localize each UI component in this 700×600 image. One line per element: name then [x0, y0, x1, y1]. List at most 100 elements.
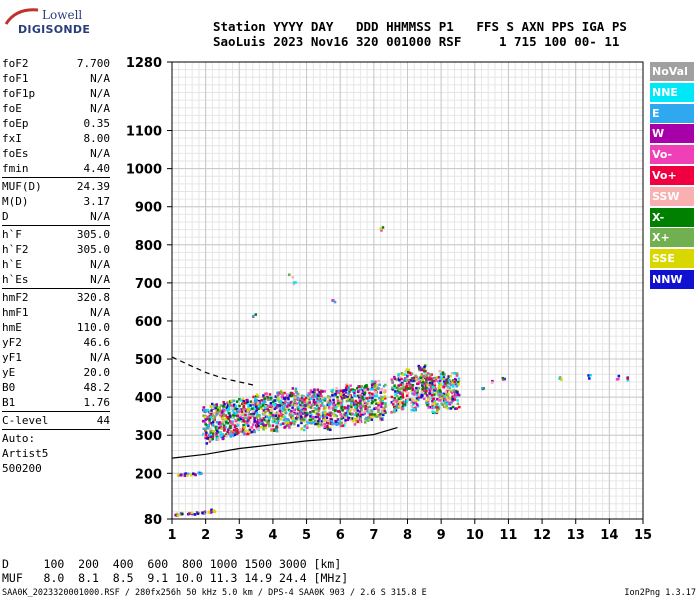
- echo-pixel: [349, 384, 352, 387]
- echo-pixel: [284, 406, 288, 410]
- echo-pixel: [291, 421, 295, 425]
- echo-pixel: [279, 399, 283, 403]
- echo-pixel: [296, 424, 300, 427]
- echo-pixel: [399, 400, 402, 404]
- echo-pixel: [248, 429, 252, 432]
- echo-pixel: [364, 407, 367, 411]
- echo-pixel: [440, 397, 444, 400]
- param-row: C-level 44: [2, 413, 110, 428]
- echo-pixel: [362, 402, 365, 406]
- param-value: 305.0: [76, 228, 110, 241]
- echo-pixel: [289, 401, 293, 404]
- echo-pixel: [427, 400, 430, 403]
- echo-pixel: [368, 413, 372, 416]
- echo-pixel: [286, 401, 290, 405]
- echo-pixel: [236, 424, 240, 427]
- echo-pixel: [339, 393, 343, 396]
- param-row: foF1 N/A: [2, 71, 110, 86]
- param-value: 3.17: [83, 195, 111, 208]
- echo-pixel: [442, 373, 445, 376]
- echo-pixel: [236, 407, 239, 411]
- param-value: N/A: [90, 72, 110, 85]
- echo-pixel: [328, 404, 331, 407]
- echo-pixel: [377, 401, 380, 405]
- echo-pixel: [265, 415, 269, 419]
- echo-pixel: [323, 411, 327, 415]
- echo-pixel: [445, 378, 448, 382]
- echo-pixel: [269, 401, 273, 405]
- echo-pixel: [398, 378, 401, 382]
- echo-pixel: [370, 408, 374, 412]
- echo-pixel: [423, 365, 426, 369]
- echo-pixel: [420, 395, 423, 399]
- echo-pixel: [322, 396, 326, 400]
- echo-pixel: [306, 405, 310, 408]
- echo-pixel: [356, 401, 360, 405]
- echo-pixel: [375, 402, 378, 405]
- param-label: B1: [2, 396, 16, 409]
- echo-pixel: [316, 406, 320, 409]
- echo-pixel: [371, 396, 374, 399]
- profile-line: [171, 356, 257, 387]
- echo-pixel: [424, 383, 427, 386]
- echo-pixel: [248, 421, 252, 424]
- echo-pixel: [221, 433, 224, 436]
- echo-pixel: [375, 394, 378, 398]
- echo-pixel: [254, 313, 258, 316]
- echo-pixel: [233, 433, 237, 437]
- x-tick-label: 12: [533, 528, 551, 543]
- echo-pixel: [291, 413, 295, 416]
- echo-pixel: [209, 410, 212, 413]
- legend-item: NNW: [650, 269, 694, 289]
- echo-pixel: [370, 398, 374, 402]
- echo-pixel: [399, 383, 402, 387]
- echo-pixel: [267, 396, 270, 400]
- echo-pixel: [396, 398, 399, 402]
- echo-pixel: [209, 435, 213, 439]
- echo-pixel: [348, 390, 351, 393]
- param-label: fmin: [2, 162, 29, 175]
- param-label: hmF1: [2, 306, 29, 319]
- echo-pixel: [376, 385, 379, 388]
- echo-pixel: [395, 386, 399, 389]
- y-tick-label: 300: [135, 429, 162, 444]
- echo-pixel: [427, 382, 430, 386]
- echo-pixel: [244, 416, 247, 419]
- echo-pixel: [403, 373, 406, 376]
- echo-pixel: [431, 381, 435, 385]
- echo-pixel: [364, 418, 367, 421]
- echo-pixel: [232, 428, 236, 432]
- echo-pixel: [412, 403, 415, 406]
- echo-pixel: [213, 430, 216, 433]
- echo-pixel: [251, 401, 255, 404]
- echo-pixel: [363, 396, 367, 400]
- echo-pixel: [221, 417, 224, 421]
- param-row: yF2 46.6: [2, 335, 110, 350]
- echo-pixel: [206, 437, 209, 440]
- param-label: B0: [2, 381, 16, 394]
- echo-pixel: [265, 419, 268, 423]
- echo-pixel: [209, 405, 212, 408]
- echo-pixel: [391, 380, 394, 383]
- echo-pixel: [280, 403, 284, 406]
- echo-pixel: [203, 415, 207, 419]
- echo-pixel: [353, 403, 356, 407]
- echo-pixel: [383, 409, 387, 413]
- y-tick-label: 80: [144, 513, 162, 528]
- echo-pixel: [381, 399, 384, 402]
- echo-pixel: [426, 384, 429, 387]
- profile-line: [171, 427, 398, 459]
- echo-pixel: [281, 391, 284, 395]
- echo-pixel: [225, 406, 229, 409]
- legend-item: X+: [650, 228, 694, 248]
- echo-pixel: [323, 390, 326, 393]
- echo-pixel: [434, 392, 437, 395]
- echo-pixel: [234, 414, 237, 417]
- echo-pixel: [275, 428, 279, 432]
- echo-pixel: [437, 405, 441, 409]
- echo-pixel: [273, 420, 276, 423]
- echo-pixel: [346, 395, 349, 399]
- echo-pixel: [415, 397, 419, 400]
- echo-pixel: [449, 407, 453, 410]
- echo-pixel: [249, 415, 252, 418]
